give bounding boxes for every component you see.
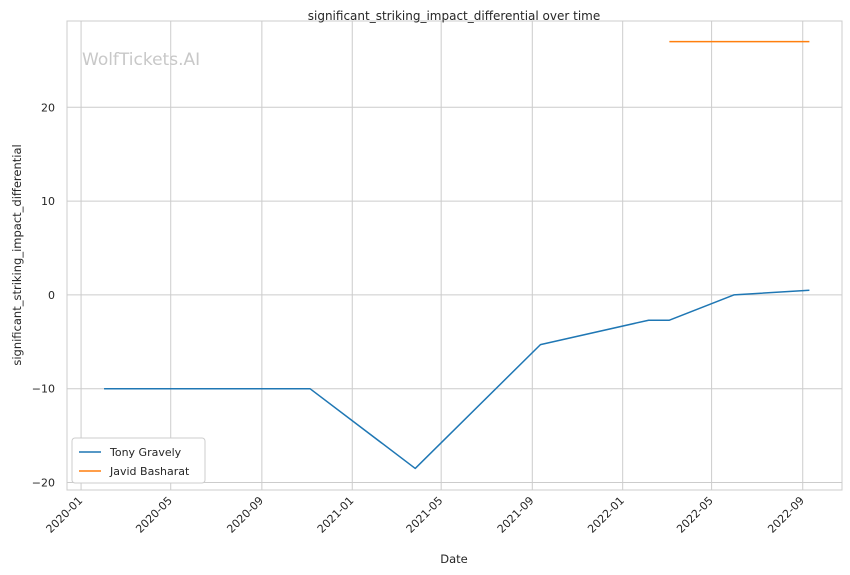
y-axis-ticks: −20 −10 0 10 20	[32, 101, 55, 489]
x-tick-label: 2020-05	[133, 494, 175, 536]
x-axis-ticks: 2020-01 2020-05 2020-09 2021-01 2021-05 2021-…	[44, 494, 807, 536]
y-tick-label: −10	[32, 383, 55, 396]
chart-title: significant_striking_impact_differential…	[308, 9, 600, 23]
x-tick-label: 2021-01	[315, 494, 357, 536]
x-tick-label: 2022-05	[674, 494, 716, 536]
y-tick-label: −20	[32, 476, 55, 489]
series-lines	[104, 40, 810, 470]
x-tick-label: 2020-09	[224, 494, 266, 536]
y-tick-label: 20	[41, 101, 55, 114]
x-axis-label: Date	[440, 552, 468, 566]
y-tick-label: 10	[41, 195, 55, 208]
legend-label-tony-gravely: Tony Gravely	[109, 446, 182, 459]
x-tick-label: 2022-01	[585, 494, 627, 536]
x-tick-label: 2022-09	[765, 494, 807, 536]
legend-box	[71, 437, 206, 484]
x-tick-label: 2021-05	[404, 494, 446, 536]
watermark: WolfTickets.AI	[82, 50, 200, 70]
plot-area	[66, 20, 843, 491]
y-tick-label: 0	[48, 289, 55, 302]
series-line-tony-gravely	[104, 289, 810, 470]
legend-label-javid-basharat: Javid Basharat	[109, 465, 190, 478]
x-tick-label: 2021-09	[495, 494, 537, 536]
x-tick-label: 2020-01	[44, 494, 86, 536]
legend: Tony Gravely Javid Basharat	[71, 437, 206, 484]
y-axis-label: significant_striking_impact_differential	[10, 144, 24, 365]
